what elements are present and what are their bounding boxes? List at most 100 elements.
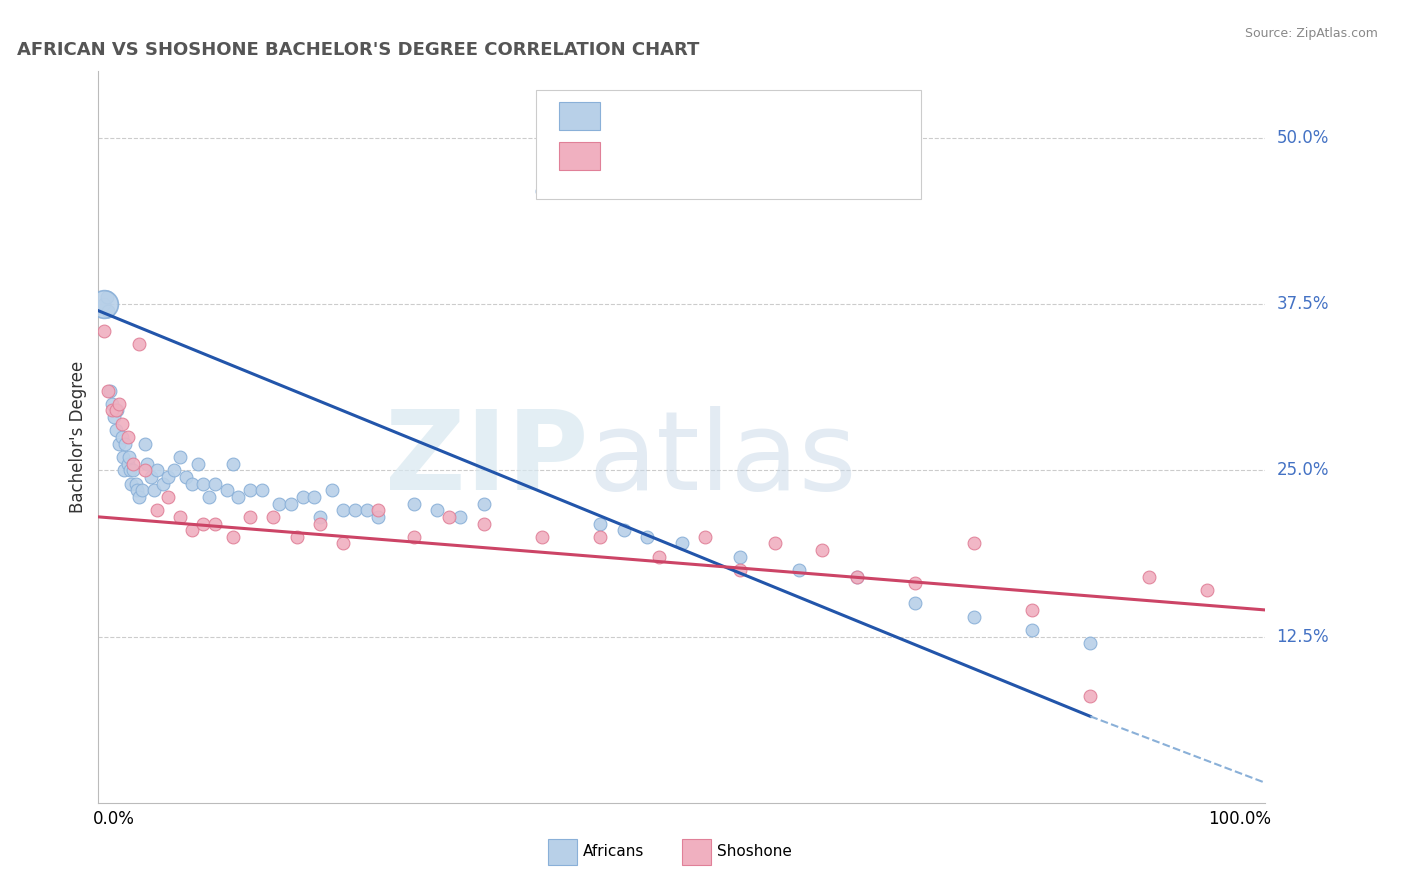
- Point: [332, 536, 354, 550]
- Text: 0.0%: 0.0%: [93, 810, 135, 828]
- Point: [426, 503, 449, 517]
- Point: [111, 450, 134, 464]
- Point: [1137, 570, 1160, 584]
- Point: [187, 457, 209, 471]
- Point: [787, 563, 810, 577]
- Point: [139, 470, 162, 484]
- Point: [221, 457, 243, 471]
- Point: [108, 436, 131, 450]
- Point: [118, 463, 141, 477]
- Point: [402, 497, 425, 511]
- Point: [136, 457, 159, 471]
- Point: [114, 436, 136, 450]
- Point: [111, 430, 134, 444]
- Text: 25.0%: 25.0%: [1277, 461, 1329, 479]
- Point: [122, 463, 145, 477]
- Point: [636, 530, 658, 544]
- Point: [169, 509, 191, 524]
- Point: [239, 483, 262, 498]
- Point: [101, 403, 124, 417]
- Point: [146, 503, 169, 517]
- Text: 12.5%: 12.5%: [1277, 628, 1329, 646]
- Point: [105, 403, 128, 417]
- Point: [285, 530, 308, 544]
- Point: [472, 516, 495, 531]
- Text: ZIP: ZIP: [385, 406, 589, 513]
- Point: [671, 536, 693, 550]
- Point: [962, 536, 984, 550]
- Point: [108, 397, 131, 411]
- Point: [228, 490, 250, 504]
- Point: [122, 457, 145, 471]
- Point: [904, 576, 927, 591]
- Point: [157, 490, 180, 504]
- Point: [846, 570, 869, 584]
- Point: [846, 570, 869, 584]
- Point: [647, 549, 669, 564]
- Point: [198, 490, 221, 504]
- Point: [143, 483, 166, 498]
- Point: [269, 497, 291, 511]
- Point: [730, 563, 752, 577]
- Text: R = -0.140   N = 40: R = -0.140 N = 40: [614, 147, 792, 165]
- Point: [763, 536, 786, 550]
- Point: [104, 424, 127, 438]
- Y-axis label: Bachelor's Degree: Bachelor's Degree: [69, 361, 87, 513]
- Text: Africans: Africans: [582, 845, 644, 859]
- Point: [589, 516, 612, 531]
- Text: 100.0%: 100.0%: [1208, 810, 1271, 828]
- Point: [174, 470, 197, 484]
- Text: 37.5%: 37.5%: [1277, 295, 1329, 313]
- Point: [134, 436, 156, 450]
- FancyBboxPatch shape: [536, 90, 921, 200]
- Point: [204, 516, 226, 531]
- Point: [111, 417, 134, 431]
- Point: [250, 483, 273, 498]
- Bar: [560, 102, 600, 130]
- Point: [128, 490, 150, 504]
- Point: [125, 483, 148, 498]
- Point: [962, 609, 984, 624]
- Point: [239, 509, 262, 524]
- Point: [730, 549, 752, 564]
- Point: [101, 397, 124, 411]
- Point: [437, 509, 460, 524]
- Bar: [682, 839, 711, 865]
- Point: [1195, 582, 1218, 597]
- Point: [367, 509, 389, 524]
- Text: atlas: atlas: [589, 406, 858, 513]
- Point: [472, 497, 495, 511]
- Point: [1080, 636, 1102, 650]
- Point: [367, 503, 389, 517]
- Point: [117, 430, 139, 444]
- Text: Source: ZipAtlas.com: Source: ZipAtlas.com: [1244, 27, 1378, 40]
- Point: [120, 476, 142, 491]
- Point: [128, 337, 150, 351]
- Bar: [560, 143, 600, 170]
- Point: [321, 483, 343, 498]
- Point: [309, 516, 332, 531]
- Point: [1021, 623, 1043, 637]
- Point: [112, 463, 135, 477]
- Text: Shoshone: Shoshone: [717, 845, 792, 859]
- Point: [134, 463, 156, 477]
- Point: [93, 324, 115, 338]
- Point: [125, 476, 148, 491]
- Point: [449, 509, 471, 524]
- Point: [344, 503, 367, 517]
- Point: [309, 509, 332, 524]
- Bar: [548, 839, 576, 865]
- Point: [193, 516, 215, 531]
- Point: [304, 490, 326, 504]
- Point: [96, 290, 118, 304]
- Point: [131, 483, 153, 498]
- Text: R = -0.433   N = 68: R = -0.433 N = 68: [614, 107, 792, 125]
- Point: [530, 184, 553, 198]
- Point: [215, 483, 238, 498]
- Point: [402, 530, 425, 544]
- Point: [221, 530, 243, 544]
- Point: [152, 476, 174, 491]
- Point: [262, 509, 284, 524]
- Text: AFRICAN VS SHOSHONE BACHELOR'S DEGREE CORRELATION CHART: AFRICAN VS SHOSHONE BACHELOR'S DEGREE CO…: [17, 41, 699, 59]
- Text: 50.0%: 50.0%: [1277, 128, 1329, 147]
